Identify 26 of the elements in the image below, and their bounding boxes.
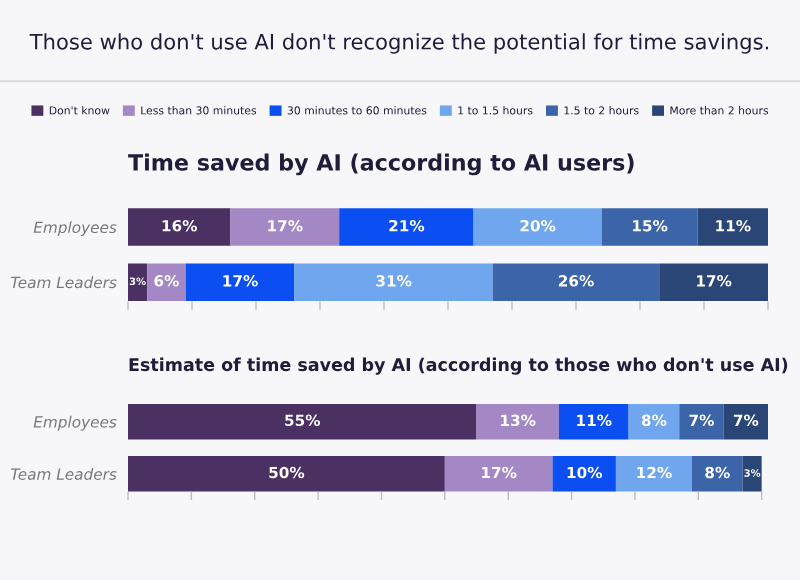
- bar: [476, 403, 559, 440]
- chart-title: Estimate of time saved by AI (according to those who don't use AI): [129, 357, 788, 375]
- bar: [128, 456, 445, 492]
- bar: [128, 208, 231, 246]
- bar: [185, 263, 295, 301]
- chart-subtitle: Time saved by AI (according to AI users): [128, 153, 634, 176]
- bar: [558, 403, 629, 440]
- bar: [615, 456, 692, 492]
- bar: [628, 403, 680, 440]
- bar: [679, 403, 724, 440]
- bar: [659, 263, 768, 301]
- bar: [697, 208, 768, 246]
- bar: [691, 456, 743, 492]
- bar: [492, 263, 660, 301]
- bar: [444, 456, 553, 492]
- bar: [128, 403, 477, 440]
- bar: [230, 208, 340, 246]
- bar: [742, 456, 762, 492]
- bar: [552, 456, 616, 492]
- bar: [147, 263, 186, 301]
- bar: [473, 208, 602, 246]
- bar: [128, 263, 148, 301]
- bar: [601, 208, 698, 246]
- bar: [339, 208, 474, 246]
- chart-title: Those who don't use AI don't recognize the potential for time savings.: [29, 33, 769, 54]
- bar: [294, 263, 493, 301]
